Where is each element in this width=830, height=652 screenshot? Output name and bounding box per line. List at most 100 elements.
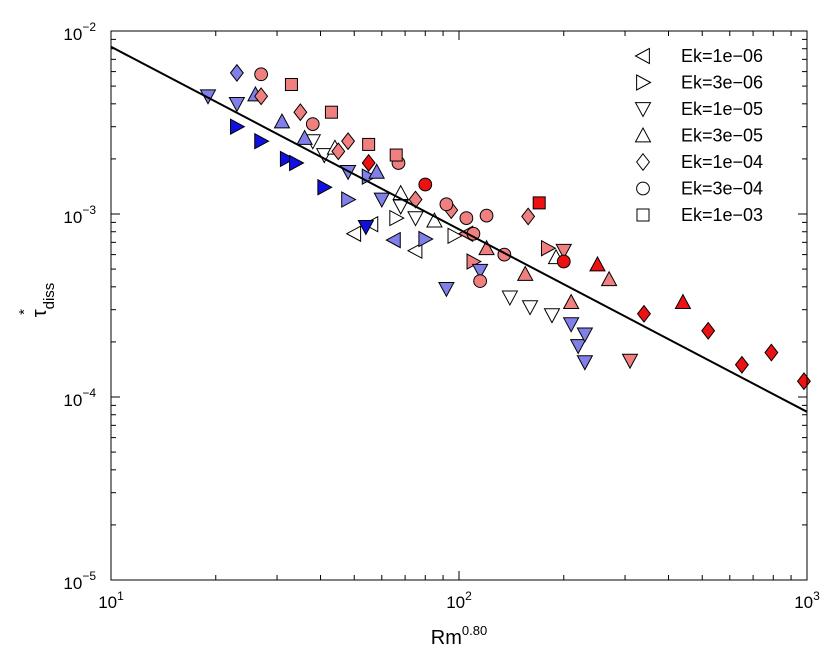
- legend-entry: Ek=3e−05: [634, 126, 763, 146]
- data-point: [674, 293, 692, 309]
- data-point: [389, 148, 403, 162]
- data-point: [516, 265, 534, 281]
- y-tick-label: 10−5: [63, 569, 96, 593]
- legend-entry: Ek=1e−05: [634, 99, 763, 119]
- data-point: [576, 355, 594, 371]
- legend-marker: [635, 152, 651, 172]
- data-point: [543, 308, 561, 324]
- x-tick-label: 103: [794, 589, 820, 612]
- legend-label: Ek=1e−03: [681, 205, 763, 225]
- data-point: [389, 209, 405, 227]
- data-point: [317, 178, 333, 196]
- data-point: [254, 87, 269, 106]
- data-point: [324, 105, 338, 119]
- legend-label: Ek=1e−04: [681, 152, 763, 172]
- data-point: [532, 196, 546, 210]
- legend-entry: Ek=1e−03: [636, 205, 763, 225]
- data-point: [284, 78, 298, 92]
- legend-marker: [636, 181, 650, 196]
- x-axis-label-base: Rm: [431, 627, 462, 649]
- data-point: [279, 150, 296, 168]
- data-point: [289, 154, 305, 172]
- data-point: [293, 103, 308, 122]
- data-point: [439, 197, 454, 212]
- data-point: [362, 137, 376, 151]
- y-axis-label-base: τ: [29, 309, 51, 317]
- data-point: [357, 220, 375, 236]
- legend-marker: [636, 74, 652, 91]
- legend: Ek=1e−06 Ek=3e−06 Ek=1e−05 Ek=3e−05 Ek=1e−04…: [634, 46, 763, 225]
- data-point: [331, 142, 346, 161]
- svg-text:τdiss: τdiss: [29, 283, 58, 318]
- data-point: [521, 207, 536, 226]
- y-tick-label: 10−4: [63, 386, 96, 410]
- data-point: [426, 212, 443, 228]
- legend-label: Ek=1e−06: [681, 46, 763, 66]
- fit-line: [110, 45, 808, 413]
- data-point: [701, 321, 716, 340]
- data-point: [392, 199, 410, 215]
- legend-marker: [636, 208, 650, 222]
- legend-entry: Ek=3e−04: [636, 179, 763, 199]
- data-point: [296, 129, 313, 145]
- data-point: [764, 343, 779, 362]
- legend-marker: [634, 47, 650, 65]
- data-point: [447, 227, 463, 245]
- data-point: [254, 67, 268, 82]
- legend-marker: [634, 126, 652, 143]
- data-point: [341, 132, 356, 151]
- data-point: [305, 117, 320, 131]
- data-point: [569, 339, 587, 355]
- data-point: [361, 153, 376, 173]
- data-point: [556, 254, 571, 269]
- data-point: [229, 63, 244, 83]
- data-point: [471, 263, 489, 280]
- data-point: [562, 317, 580, 333]
- data-point: [555, 243, 573, 260]
- data-point: [540, 239, 557, 257]
- data-point: [636, 304, 651, 323]
- data-point: [501, 290, 519, 306]
- y-tick-label: 10−3: [63, 203, 96, 227]
- data-point: [562, 293, 580, 309]
- legend-label: Ek=3e−06: [681, 73, 763, 93]
- legend-label: Ek=1e−05: [681, 99, 763, 119]
- data-point: [345, 225, 362, 243]
- data-point: [734, 355, 749, 374]
- data-point: [479, 208, 494, 223]
- data-point: [521, 300, 539, 316]
- legend-marker: [634, 102, 652, 118]
- data-point: [600, 270, 618, 287]
- data-point: [621, 353, 639, 370]
- data-point: [438, 281, 455, 298]
- y-axis-label-subscript: diss: [41, 283, 58, 310]
- tick-labels-layer: 101 102 103 10−5 10−4 10−3 10−2: [63, 20, 820, 612]
- data-point: [478, 239, 495, 256]
- data-point: [341, 191, 357, 208]
- plot-area: [111, 31, 807, 580]
- data-point: [418, 230, 434, 248]
- data-point: [228, 96, 246, 113]
- data-point: [373, 192, 391, 209]
- data-point: [273, 113, 291, 129]
- legend-label: Ek=3e−04: [681, 179, 763, 199]
- y-tick-label: 10−2: [63, 20, 96, 44]
- x-tick-label: 101: [98, 589, 124, 612]
- legend-entry: Ek=3e−06: [636, 73, 763, 93]
- data-point: [589, 255, 606, 272]
- x-axis-label: Rm0.80: [431, 623, 487, 649]
- data-point: [408, 190, 423, 209]
- legend-label: Ek=3e−05: [681, 126, 763, 146]
- ticks-layer: [110, 31, 807, 581]
- x-tick-label: 102: [446, 589, 472, 612]
- x-axis-label-exponent: 0.80: [462, 623, 487, 638]
- data-point: [407, 211, 424, 227]
- data-point: [385, 231, 401, 249]
- legend-entry: Ek=1e−04: [635, 152, 763, 172]
- data-point: [368, 163, 386, 179]
- data-point: [230, 118, 246, 136]
- data-point: [459, 211, 474, 225]
- plot-frame: [110, 30, 808, 581]
- data-point: [576, 327, 594, 343]
